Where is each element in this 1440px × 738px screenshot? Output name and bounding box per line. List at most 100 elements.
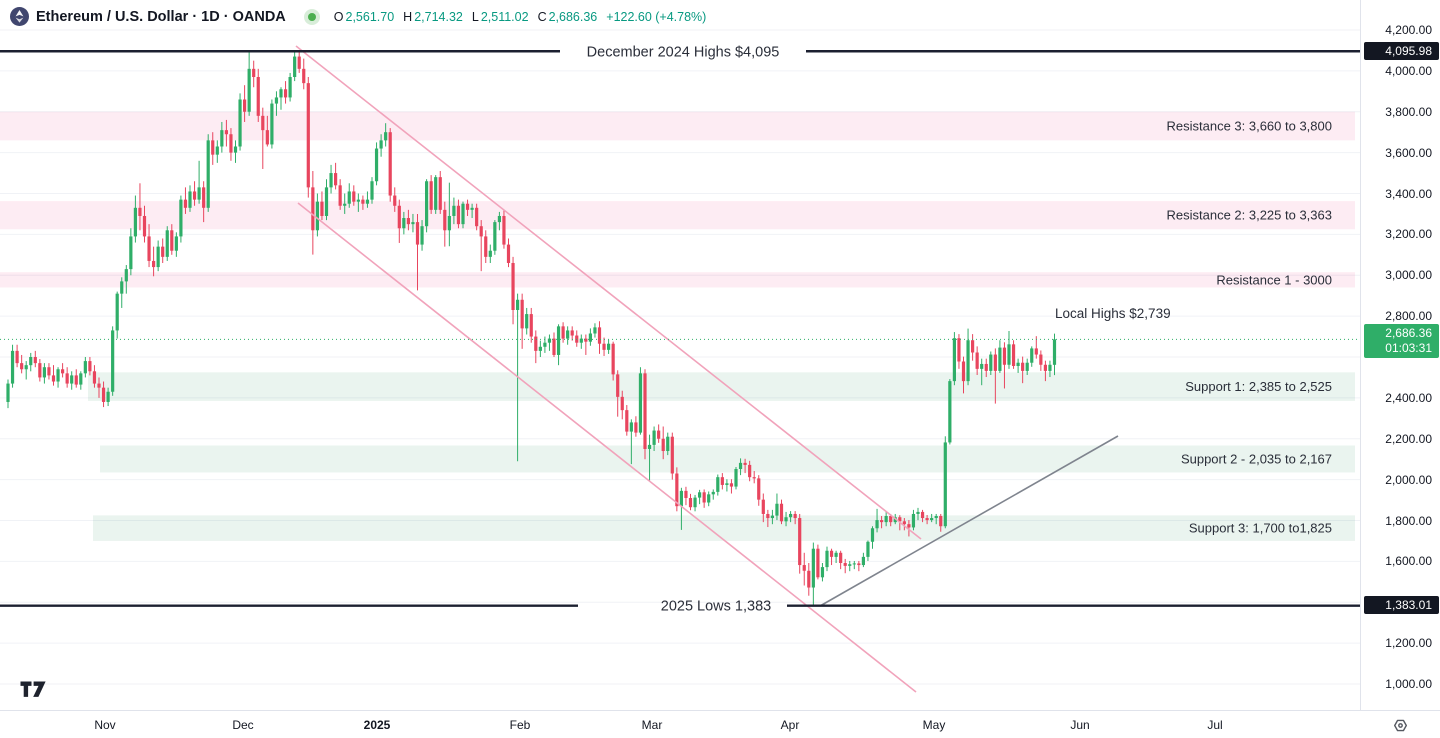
candle-body: [666, 436, 670, 452]
candle: [556, 324, 561, 366]
candle: [602, 337, 606, 356]
candle: [588, 328, 592, 346]
time-tick-jul: Jul: [1207, 718, 1223, 732]
resistance-3-zone[interactable]: [0, 111, 1355, 141]
candle-body: [411, 222, 415, 225]
price-axis[interactable]: 4,200.00 4,000.00 3,800.00 3,600.00 3,400.00…: [1360, 0, 1440, 710]
candle: [470, 203, 474, 219]
candle-body: [930, 518, 934, 521]
candle: [552, 332, 556, 357]
market-status-dot[interactable]: [307, 12, 316, 21]
candle: [111, 326, 115, 396]
candle-body: [293, 56, 297, 78]
candle: [283, 81, 288, 104]
descending-channel-upper[interactable]: [295, 45, 922, 540]
time-tick-dec: Dec: [232, 718, 254, 732]
high-price-badge: 4,095.98: [1364, 41, 1439, 60]
candle: [415, 213, 420, 291]
candle-body: [980, 363, 984, 369]
candle: [784, 511, 788, 527]
candle: [748, 460, 752, 482]
candle: [224, 119, 228, 147]
candle: [520, 293, 524, 349]
candle-body: [939, 516, 943, 527]
candle: [293, 51, 297, 82]
candle: [256, 68, 260, 122]
candle: [1043, 360, 1047, 382]
candle-body: [920, 511, 925, 519]
tradingview-logo[interactable]: [20, 681, 47, 703]
candle: [789, 511, 793, 523]
candle-body: [843, 563, 847, 566]
candle: [420, 220, 424, 251]
descending-channel-lower[interactable]: [297, 202, 917, 693]
candle: [74, 369, 78, 388]
candle-body: [252, 68, 256, 78]
symbol-header: Ethereum / U.S. Dollar · 1D · OANDA O 2,…: [10, 7, 715, 26]
candle-body: [83, 361, 87, 374]
candle-body: [693, 497, 697, 508]
candle: [971, 334, 975, 361]
candle: [101, 381, 106, 408]
candle-body: [647, 444, 652, 449]
resistance-2-zone[interactable]: [0, 201, 1355, 230]
candle: [793, 511, 797, 525]
ohlc-readout: O 2,561.70 H 2,714.32 L 2,511.02 C 2,686…: [334, 10, 716, 24]
candle: [957, 334, 961, 369]
candle-body: [315, 201, 319, 231]
candle: [324, 179, 329, 221]
candle: [506, 238, 511, 268]
support-1-zone[interactable]: [88, 372, 1355, 401]
candle-body: [1021, 362, 1025, 371]
candle-body: [857, 563, 861, 566]
candle: [725, 479, 729, 492]
settings-gear-icon[interactable]: [1392, 717, 1409, 738]
candle: [802, 552, 806, 586]
candle-body: [379, 140, 383, 149]
candle-body: [852, 563, 856, 565]
candle-body: [807, 570, 811, 588]
candle-body: [470, 207, 474, 210]
candle-body: [1025, 362, 1029, 371]
candle: [370, 177, 374, 204]
candle-body: [752, 477, 756, 479]
candle: [761, 493, 765, 523]
candle-body: [684, 490, 688, 499]
time-tick-jun: Jun: [1070, 718, 1090, 732]
candle-body: [716, 477, 720, 492]
candle: [597, 321, 602, 354]
candle-body: [638, 373, 643, 433]
candle: [406, 209, 410, 231]
candle-body: [907, 524, 911, 528]
candle-body: [329, 173, 333, 188]
candle-body: [111, 330, 115, 392]
candle-body: [406, 218, 410, 225]
candle: [452, 197, 456, 225]
symbol-title[interactable]: Ethereum / U.S. Dollar · 1D · OANDA: [36, 8, 286, 25]
candle-body: [320, 201, 324, 216]
candle: [852, 560, 856, 570]
open-value: 2,561.70: [345, 9, 395, 24]
candle: [998, 340, 1002, 373]
candle: [402, 211, 406, 235]
support-2-zone[interactable]: [100, 445, 1355, 473]
candle: [980, 358, 984, 386]
candle: [820, 563, 825, 582]
candle: [306, 77, 310, 198]
candle-body: [993, 354, 997, 371]
candle: [1025, 358, 1029, 375]
resistance-1-zone[interactable]: [0, 272, 1355, 288]
candle: [329, 164, 333, 194]
time-axis[interactable]: Nov Dec 2025 Feb Mar Apr May Jun Jul: [0, 710, 1440, 738]
candle-body: [425, 181, 429, 227]
ascending-support-trendline[interactable]: [819, 435, 1119, 607]
candle: [702, 489, 706, 508]
candle-body: [324, 187, 329, 216]
candle-body: [734, 468, 738, 487]
candle-body: [475, 207, 479, 227]
support-3-zone[interactable]: [93, 515, 1355, 541]
candle-body: [229, 134, 233, 153]
candle-body: [374, 148, 379, 182]
candle-body: [365, 199, 370, 204]
